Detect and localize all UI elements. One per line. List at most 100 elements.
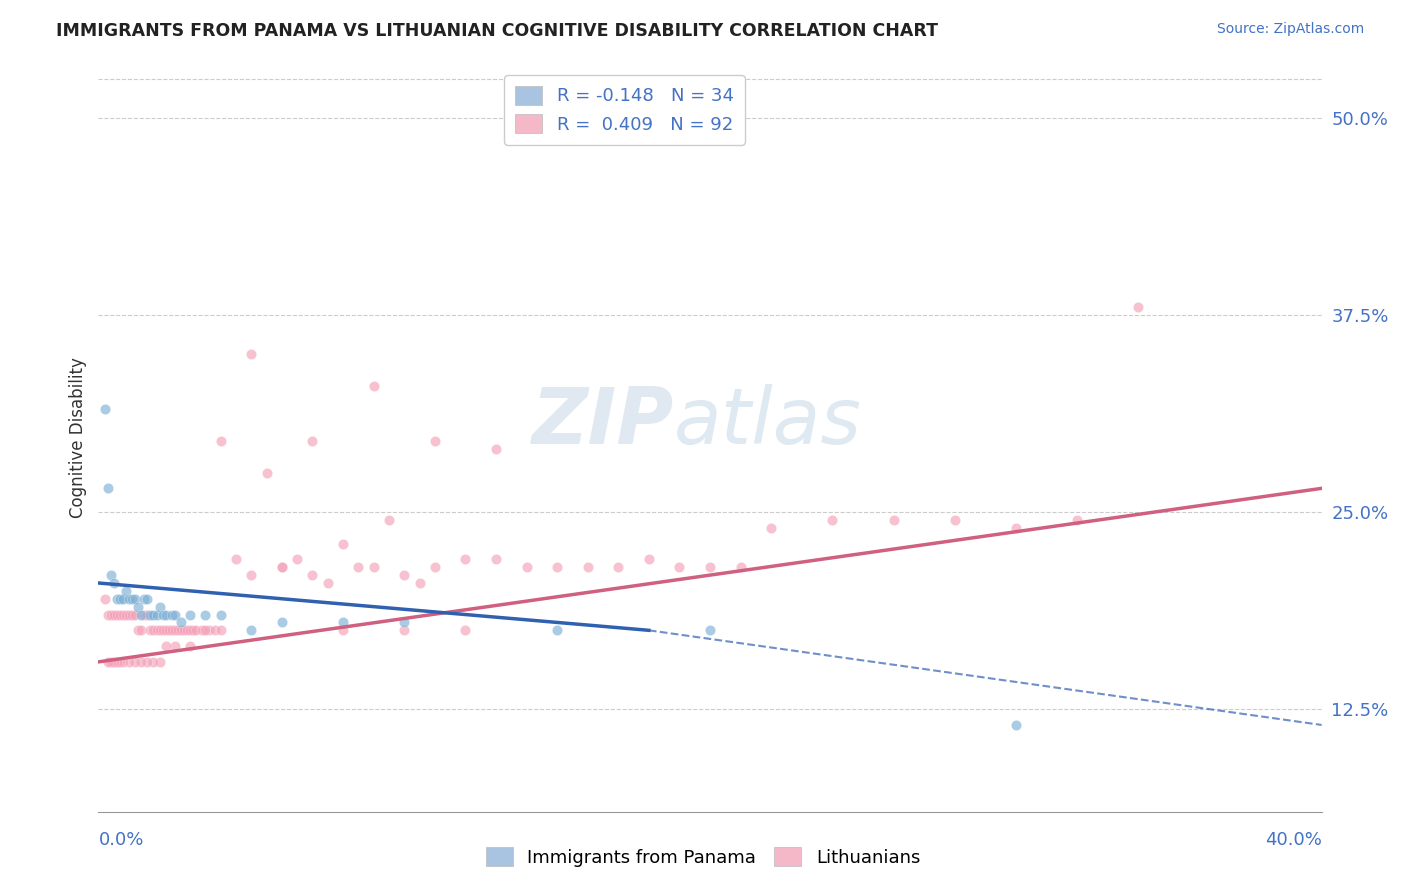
Point xyxy=(170,624,193,638)
Point xyxy=(124,655,146,669)
Point xyxy=(124,591,146,606)
Point xyxy=(181,624,204,638)
Point xyxy=(118,591,141,606)
Point xyxy=(145,624,167,638)
Point xyxy=(149,624,172,638)
Point xyxy=(209,607,232,622)
Point xyxy=(485,552,508,566)
Point xyxy=(176,624,198,638)
Point xyxy=(108,655,131,669)
Point xyxy=(100,655,122,669)
Point xyxy=(408,576,430,591)
Point xyxy=(392,615,416,630)
Point xyxy=(186,624,208,638)
Point xyxy=(730,560,752,574)
Point xyxy=(301,568,323,582)
Point xyxy=(209,434,232,448)
Text: ZIP: ZIP xyxy=(531,384,673,460)
Point xyxy=(160,624,183,638)
Point xyxy=(152,624,174,638)
Point xyxy=(127,624,149,638)
Point xyxy=(167,624,190,638)
Point xyxy=(363,560,385,574)
Point xyxy=(157,624,180,638)
Point xyxy=(100,568,122,582)
Point xyxy=(139,624,162,638)
Point xyxy=(637,552,661,566)
Point xyxy=(173,624,195,638)
Point xyxy=(485,442,508,456)
Point xyxy=(1004,718,1026,732)
Point xyxy=(145,607,167,622)
Point xyxy=(316,576,339,591)
Point xyxy=(97,655,120,669)
Text: IMMIGRANTS FROM PANAMA VS LITHUANIAN COGNITIVE DISABILITY CORRELATION CHART: IMMIGRANTS FROM PANAMA VS LITHUANIAN COG… xyxy=(56,22,938,40)
Point xyxy=(270,560,292,574)
Point xyxy=(516,560,538,574)
Point xyxy=(163,639,186,653)
Point xyxy=(179,607,201,622)
Point xyxy=(152,607,174,622)
Point xyxy=(163,607,186,622)
Point xyxy=(256,466,278,480)
Point xyxy=(301,434,323,448)
Point xyxy=(179,624,201,638)
Point xyxy=(225,552,247,566)
Point xyxy=(378,513,401,527)
Point xyxy=(139,607,162,622)
Point xyxy=(454,624,477,638)
Point xyxy=(209,624,232,638)
Point xyxy=(105,655,128,669)
Point xyxy=(332,615,354,630)
Point xyxy=(392,568,416,582)
Point xyxy=(115,607,138,622)
Point xyxy=(129,655,152,669)
Point xyxy=(191,624,214,638)
Text: 40.0%: 40.0% xyxy=(1265,830,1322,848)
Point xyxy=(108,607,131,622)
Point xyxy=(170,615,193,630)
Point xyxy=(129,607,152,622)
Point xyxy=(134,607,156,622)
Point xyxy=(240,568,263,582)
Point xyxy=(142,607,165,622)
Point xyxy=(149,599,172,614)
Point xyxy=(163,624,186,638)
Point xyxy=(121,591,143,606)
Point xyxy=(423,560,446,574)
Point xyxy=(347,560,370,574)
Text: Source: ZipAtlas.com: Source: ZipAtlas.com xyxy=(1216,22,1364,37)
Point xyxy=(105,607,128,622)
Point xyxy=(821,513,844,527)
Point xyxy=(179,639,201,653)
Point xyxy=(285,552,308,566)
Point xyxy=(149,655,172,669)
Point xyxy=(136,655,159,669)
Point xyxy=(699,624,721,638)
Point xyxy=(118,607,141,622)
Point xyxy=(93,591,115,606)
Point xyxy=(270,560,292,574)
Point xyxy=(607,560,630,574)
Point xyxy=(111,607,134,622)
Point xyxy=(121,607,143,622)
Point xyxy=(363,379,385,393)
Point xyxy=(576,560,599,574)
Point xyxy=(699,560,721,574)
Point xyxy=(883,513,905,527)
Point xyxy=(194,624,217,638)
Point xyxy=(127,599,149,614)
Point xyxy=(136,607,159,622)
Point xyxy=(392,624,416,638)
Point xyxy=(240,624,263,638)
Point xyxy=(759,521,782,535)
Point xyxy=(668,560,690,574)
Point xyxy=(111,591,134,606)
Point xyxy=(332,624,354,638)
Point xyxy=(97,481,120,495)
Point xyxy=(111,655,134,669)
Point xyxy=(93,402,115,417)
Point xyxy=(423,434,446,448)
Point xyxy=(1004,521,1026,535)
Legend: Immigrants from Panama, Lithuanians: Immigrants from Panama, Lithuanians xyxy=(478,840,928,874)
